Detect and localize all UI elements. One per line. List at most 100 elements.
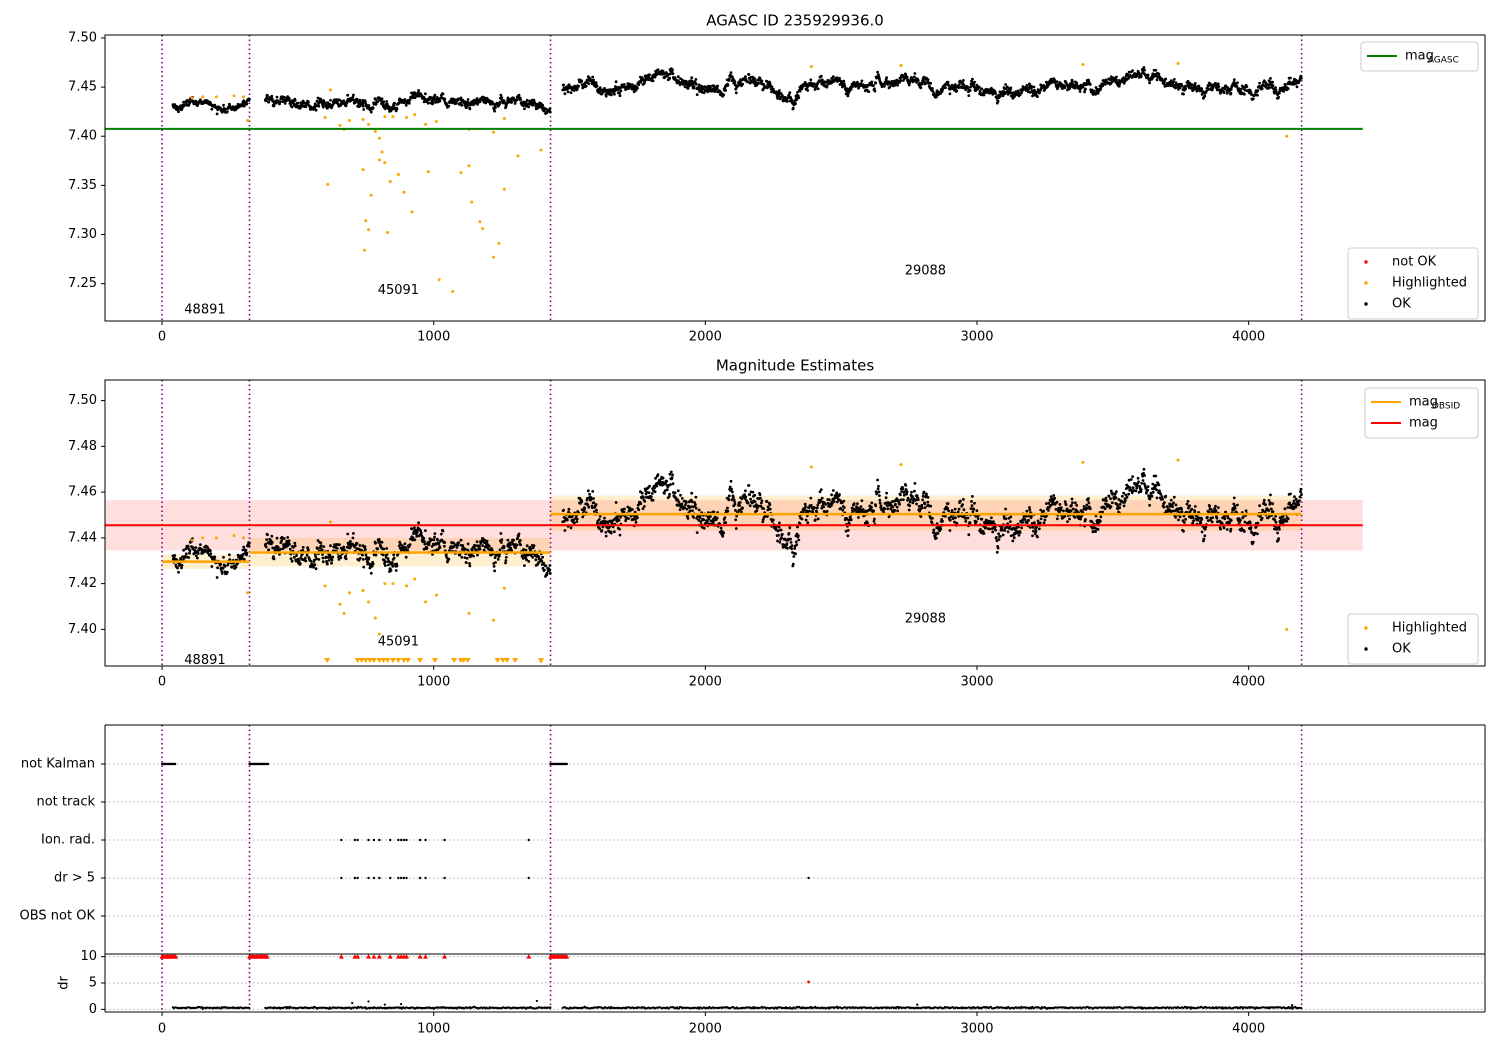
ok-point — [1289, 76, 1292, 80]
highlighted-point — [380, 150, 384, 154]
ok-point — [512, 538, 515, 542]
ok-point — [838, 76, 841, 80]
ok-point — [700, 90, 704, 94]
ok-point — [1200, 87, 1204, 91]
ok-point — [1184, 87, 1187, 91]
ok-point — [369, 110, 373, 114]
ok-point — [990, 516, 993, 520]
ok-point — [404, 103, 408, 107]
ok-point — [741, 82, 744, 86]
ok-point — [264, 542, 268, 546]
ok-point — [293, 99, 297, 102]
ok-point — [270, 97, 274, 101]
ok-point — [813, 506, 816, 510]
ok-point — [819, 488, 823, 491]
x-tick-label: 2000 — [689, 675, 722, 690]
ok-point — [637, 508, 641, 512]
ok-point — [997, 532, 1000, 536]
ok-point — [1258, 81, 1261, 85]
ok-point — [1260, 87, 1264, 90]
ok-point — [759, 496, 762, 500]
ok-point — [1081, 85, 1085, 89]
y-tick-label: 7.25 — [68, 276, 97, 291]
ok-point — [1052, 494, 1056, 497]
ok-point — [242, 545, 246, 549]
ok-point — [982, 532, 986, 535]
ok-point — [878, 501, 882, 505]
ok-point — [623, 507, 626, 511]
ok-point — [493, 556, 497, 559]
ok-point — [891, 505, 895, 509]
ok-point — [948, 529, 952, 532]
ok-point — [669, 470, 673, 474]
ok-point — [592, 497, 595, 500]
ok-point — [1042, 509, 1045, 513]
ok-point — [668, 492, 671, 496]
ok-point — [994, 92, 997, 95]
ok-point — [519, 543, 522, 547]
ok-point — [598, 86, 602, 90]
ok-point — [1190, 83, 1194, 86]
ok-point — [712, 84, 716, 88]
ok-point — [1216, 82, 1220, 86]
ok-point — [727, 77, 731, 81]
ok-point — [899, 493, 902, 497]
ok-point — [293, 544, 297, 548]
highlighted-point — [451, 290, 455, 294]
ok-point — [663, 75, 667, 78]
ok-point — [425, 547, 429, 550]
ok-point — [921, 494, 925, 498]
highlighted-point — [361, 168, 365, 172]
ok-point — [271, 99, 275, 103]
ok-point — [665, 479, 668, 483]
ok-point — [496, 558, 500, 561]
ok-point — [1268, 80, 1272, 84]
ok-point — [525, 558, 528, 562]
ok-point — [846, 534, 850, 538]
ok-point — [215, 576, 219, 579]
ok-point — [525, 544, 529, 548]
ok-point — [816, 87, 820, 91]
x-tick-label: 1000 — [417, 330, 450, 345]
ok-point — [931, 516, 934, 520]
ok-point — [694, 78, 698, 81]
ok-point — [676, 75, 680, 79]
ok-point — [1300, 76, 1303, 80]
ok-point — [946, 502, 950, 506]
ok-point — [460, 555, 464, 559]
ok-point — [898, 502, 901, 506]
ok-point — [312, 565, 315, 569]
ok-point — [973, 80, 976, 84]
ok-point — [1027, 519, 1030, 522]
ok-point — [1177, 518, 1180, 522]
ok-point — [304, 559, 308, 563]
ok-point — [883, 507, 887, 511]
highlighted-point — [491, 130, 495, 134]
ok-point — [1157, 483, 1161, 487]
ok-point — [487, 544, 491, 548]
highlighted-point — [383, 161, 387, 165]
ok-point — [1256, 93, 1259, 97]
ok-point — [842, 82, 846, 86]
ok-point — [575, 517, 579, 521]
ok-point — [627, 517, 630, 520]
ok-point — [694, 82, 698, 86]
ok-point — [266, 94, 269, 97]
ok-point — [733, 502, 737, 506]
ok-point — [358, 104, 362, 108]
ok-point — [734, 518, 738, 522]
ok-point — [293, 541, 297, 545]
ok-point — [1114, 496, 1118, 500]
ok-point — [1020, 526, 1023, 530]
ok-point — [288, 542, 291, 546]
ok-point — [614, 80, 618, 84]
ok-point — [798, 89, 802, 93]
ok-point — [838, 493, 841, 496]
ok-point — [433, 535, 436, 539]
ok-point — [967, 94, 971, 97]
ok-point — [874, 81, 878, 85]
ok-point — [358, 544, 362, 547]
ok-point — [831, 489, 835, 492]
ok-point — [852, 80, 856, 84]
ok-point — [947, 509, 950, 513]
